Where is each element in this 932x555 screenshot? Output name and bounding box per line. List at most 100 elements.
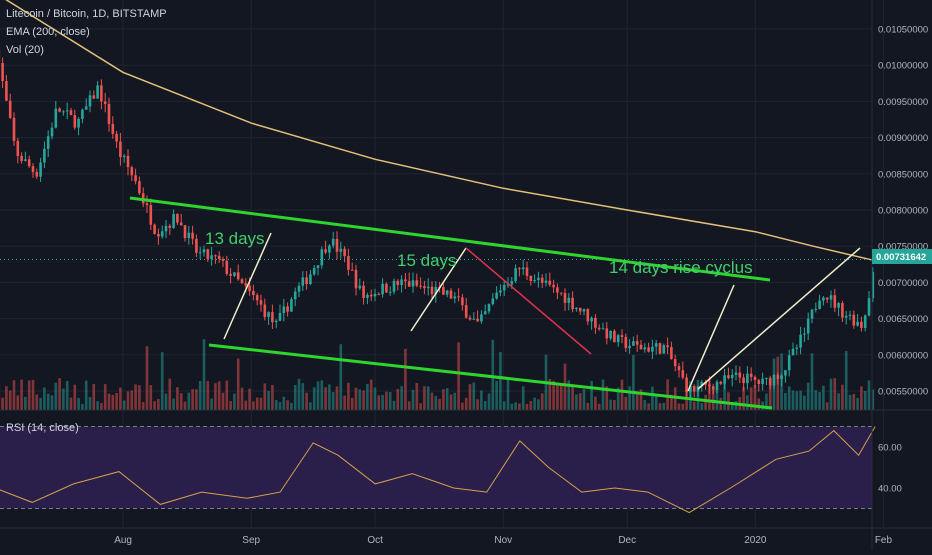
- volume-bar: [347, 383, 350, 410]
- candle-body: [799, 335, 802, 348]
- candle-body: [279, 313, 282, 321]
- candle-body: [571, 298, 574, 309]
- candle-body: [602, 328, 605, 329]
- volume-bar: [153, 401, 156, 410]
- candle-body: [644, 347, 647, 349]
- candle-body: [302, 277, 305, 285]
- x-tick-label: Sep: [242, 535, 260, 546]
- x-tick-label: Nov: [494, 535, 512, 546]
- candle-body: [856, 322, 859, 326]
- candle-body: [245, 283, 248, 286]
- y-tick-label: 0.00850000: [878, 169, 928, 180]
- volume-bar: [134, 384, 137, 410]
- volume-bar: [374, 387, 377, 410]
- volume-bar: [507, 378, 510, 410]
- candle-body: [583, 309, 586, 311]
- volume-bar: [412, 390, 415, 410]
- candle-body: [36, 172, 39, 177]
- candle-body: [13, 118, 16, 141]
- candle-body: [446, 291, 449, 295]
- volume-bar: [283, 397, 286, 410]
- volume-bar: [864, 391, 867, 410]
- volume-bar: [575, 394, 578, 410]
- candle-body: [309, 274, 312, 284]
- volume-bar: [450, 394, 453, 410]
- volume-bar: [294, 385, 297, 410]
- candle-body: [374, 294, 377, 296]
- volume-bar: [370, 380, 373, 410]
- candle-body: [476, 319, 479, 322]
- volume-bar: [317, 381, 320, 410]
- candle-body: [811, 310, 814, 319]
- volume-bar: [845, 351, 848, 410]
- candle-body: [226, 261, 229, 274]
- volume-bar: [701, 403, 704, 410]
- y-tick-label: 0.00900000: [878, 133, 928, 144]
- volume-bar: [214, 383, 217, 410]
- volume-bar: [473, 383, 476, 410]
- candle-body: [712, 386, 715, 390]
- volume-bar: [480, 390, 483, 410]
- volume-bar: [24, 397, 27, 410]
- volume-bar: [351, 398, 354, 410]
- candle-body: [845, 316, 848, 318]
- volume-bar: [271, 385, 274, 410]
- candle-body: [727, 375, 730, 378]
- candle-body: [423, 286, 426, 288]
- volume-bar: [526, 404, 529, 410]
- annotation-14-days-rise: 14 days rise cyclus: [609, 258, 753, 277]
- volume-bar: [495, 381, 498, 410]
- candle-body: [868, 298, 871, 315]
- volume-bar: [260, 398, 263, 410]
- candle-body: [822, 298, 825, 301]
- volume-bar: [180, 393, 183, 410]
- volume-bar: [39, 398, 42, 410]
- rsi-label: RSI (14, close): [6, 422, 79, 434]
- volume-bar: [51, 395, 54, 410]
- candle-body: [830, 295, 833, 299]
- volume-bar: [119, 388, 122, 410]
- candle-body: [24, 159, 27, 161]
- candle-body: [678, 366, 681, 370]
- rsi-band: [0, 427, 872, 509]
- volume-bar: [85, 381, 88, 410]
- candle-body: [579, 308, 582, 312]
- volume-bar: [298, 379, 301, 410]
- volume-bar: [435, 396, 438, 410]
- candle-body: [739, 373, 742, 378]
- candle-body: [670, 347, 673, 359]
- volume-bar: [841, 385, 844, 410]
- volume-bar: [81, 404, 84, 410]
- candle-body: [66, 110, 69, 111]
- volume-bar: [860, 386, 863, 410]
- rsi-band-layer: [0, 427, 872, 509]
- candle-body: [674, 359, 677, 366]
- volume-bar: [237, 358, 240, 410]
- volume-bar: [378, 395, 381, 410]
- rsi-tick-label: 60.00: [878, 443, 902, 454]
- volume-bar: [621, 380, 624, 410]
- candle-body: [138, 181, 141, 193]
- candle-body: [134, 175, 137, 181]
- candle-body: [85, 106, 88, 109]
- candle-body: [636, 341, 639, 345]
- volume-bar: [651, 387, 654, 410]
- candle-body: [180, 223, 183, 226]
- volume-bar: [822, 386, 825, 410]
- candle-body: [62, 111, 65, 112]
- volume-bar: [385, 392, 388, 410]
- candle-body: [127, 156, 130, 167]
- y-tick-label: 0.00950000: [878, 97, 928, 108]
- candle-body: [837, 303, 840, 308]
- candle-body: [172, 214, 175, 228]
- volume-bar: [252, 401, 255, 410]
- y-tick-label: 0.00550000: [878, 387, 928, 398]
- volume-bar: [799, 391, 802, 410]
- y-tick-label: 0.00650000: [878, 314, 928, 325]
- candle-body: [818, 301, 821, 309]
- candle-body: [473, 319, 476, 320]
- volume-bar: [66, 381, 69, 410]
- candle-body: [283, 306, 286, 313]
- candle-body: [96, 85, 99, 98]
